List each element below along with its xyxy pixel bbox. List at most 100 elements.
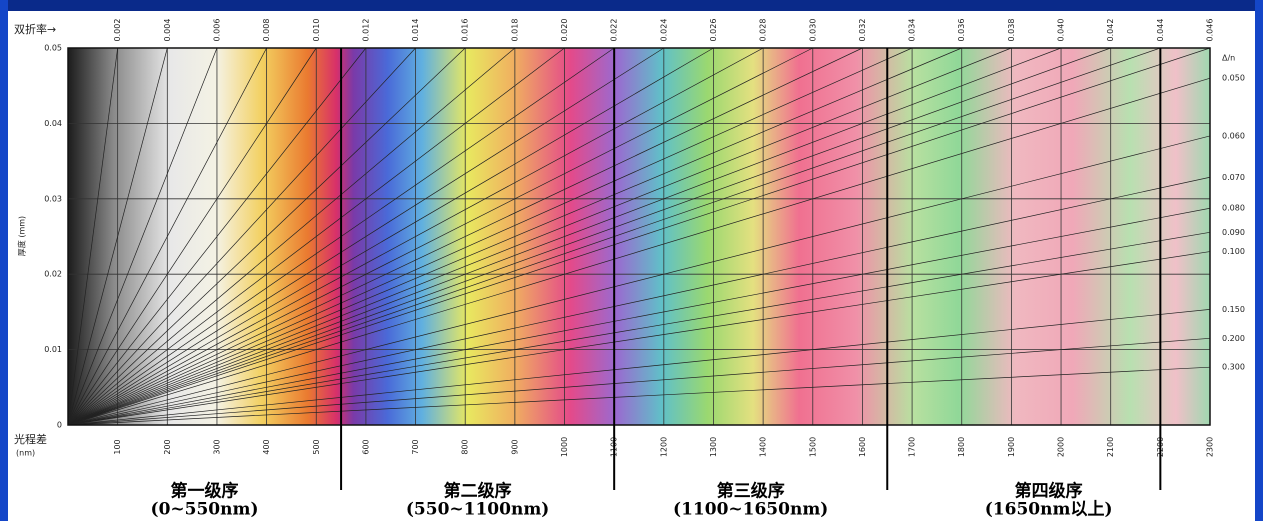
birefringence-line <box>67 176 1211 426</box>
birefringence-line <box>67 251 1211 426</box>
x-tick-label: 2000 <box>1057 437 1066 457</box>
plot-frame <box>67 47 1211 426</box>
birefringence-line <box>67 47 218 426</box>
top-tick-label: 0.016 <box>461 19 470 42</box>
y-tick-label: 0.02 <box>44 270 62 279</box>
birefringence-line <box>67 47 1012 426</box>
x-tick-label: 1700 <box>908 437 917 457</box>
right-border <box>1255 0 1263 521</box>
top-tick-label: 0.024 <box>659 19 668 42</box>
birefringence-line <box>67 366 1211 426</box>
right-tick-label: 0.300 <box>1222 363 1245 372</box>
x-tick-label: 1500 <box>808 437 817 457</box>
right-tick-label: 0.100 <box>1222 247 1245 256</box>
order-range: (0~550nm) <box>151 500 259 520</box>
top-tick-label: 0.030 <box>808 19 817 42</box>
birefringence-line <box>67 47 764 426</box>
birefringence-line <box>67 47 1111 426</box>
top-tick-label: 0.042 <box>1106 19 1115 42</box>
birefringence-line <box>67 47 962 426</box>
top-tick-label: 0.006 <box>212 19 221 42</box>
birefringence-line <box>67 47 1062 426</box>
birefringence-line <box>67 47 168 426</box>
top-axis-label: 双折率→ <box>14 22 56 36</box>
order-name: 第三级序 <box>717 481 785 502</box>
x-tick-label: 100 <box>113 439 122 454</box>
left-axis-label: 厚度 (mm) <box>17 216 27 256</box>
top-tick-label: 0.040 <box>1057 19 1066 42</box>
x-tick-label: 1900 <box>1007 437 1016 457</box>
x-tick-label: 300 <box>212 439 221 454</box>
top-tick-label: 0.046 <box>1206 19 1215 42</box>
top-tick-label: 0.026 <box>709 19 718 42</box>
x-tick-label: 800 <box>461 439 470 454</box>
birefringence-line <box>67 207 1211 426</box>
right-tick-label: 0.060 <box>1222 131 1245 140</box>
top-tick-label: 0.002 <box>113 19 122 42</box>
y-tick-label: 0.03 <box>44 194 62 203</box>
birefringence-line <box>67 47 516 426</box>
top-tick-label: 0.008 <box>262 19 271 42</box>
bottom-axis-unit: (nm) <box>16 449 35 458</box>
top-tick-label: 0.038 <box>1007 19 1016 42</box>
order-name: 第四级序 <box>1015 481 1083 502</box>
top-tick-label: 0.018 <box>510 19 519 42</box>
order-name: 第二级序 <box>444 481 512 502</box>
top-tick-label: 0.032 <box>858 19 867 42</box>
birefringence-line <box>67 47 913 426</box>
birefringence-line <box>67 47 863 426</box>
x-tick-label: 200 <box>163 439 172 454</box>
top-tick-label: 0.012 <box>361 19 370 42</box>
x-tick-label: 1200 <box>659 437 668 457</box>
x-tick-label: 1000 <box>560 437 569 457</box>
birefringence-line <box>67 309 1211 426</box>
right-tick-label: 0.090 <box>1222 228 1245 237</box>
order-name: 第一级序 <box>171 481 239 502</box>
birefringence-line <box>67 47 565 426</box>
right-tick-label: 0.050 <box>1222 74 1245 83</box>
top-tick-label: 0.028 <box>759 19 768 42</box>
order-range: (550~1100nm) <box>406 500 549 520</box>
top-tick-label: 0.020 <box>560 19 569 42</box>
top-tick-label: 0.010 <box>312 19 321 42</box>
birefringence-line <box>67 337 1211 426</box>
top-tick-label: 0.034 <box>908 19 917 42</box>
order-range: (1100~1650nm) <box>673 500 828 520</box>
birefringence-line <box>67 47 665 426</box>
order-range: (1650nm以上) <box>985 500 1113 520</box>
y-tick-label: 0.04 <box>44 119 62 128</box>
birefringence-line <box>67 47 267 426</box>
right-axis-label: Δ/n <box>1222 54 1235 63</box>
x-tick-label: 600 <box>361 439 370 454</box>
birefringence-line <box>67 47 813 426</box>
birefringence-line <box>67 47 714 426</box>
left-border <box>0 0 8 521</box>
x-tick-label: 1800 <box>957 437 966 457</box>
birefringence-line <box>67 47 317 426</box>
birefringence-line <box>67 231 1211 426</box>
top-tick-label: 0.004 <box>163 19 172 42</box>
top-bar <box>0 0 1263 11</box>
x-tick-label: 500 <box>312 439 321 454</box>
top-tick-label: 0.022 <box>610 19 619 42</box>
x-tick-label: 400 <box>262 439 271 454</box>
right-tick-label: 0.150 <box>1222 305 1245 314</box>
birefringence-line <box>67 135 1211 426</box>
top-tick-label: 0.014 <box>411 19 420 42</box>
birefringence-line <box>67 47 1211 426</box>
x-tick-label: 700 <box>411 439 420 454</box>
birefringence-line <box>67 47 367 426</box>
x-tick-label: 2300 <box>1206 437 1215 457</box>
right-tick-label: 0.200 <box>1222 334 1245 343</box>
bottom-axis-label: 光程差 <box>14 432 47 446</box>
x-tick-label: 1400 <box>759 437 768 457</box>
birefringence-line <box>67 77 1211 426</box>
top-tick-label: 0.044 <box>1156 19 1165 42</box>
x-tick-label: 900 <box>510 439 519 454</box>
x-tick-label: 1600 <box>858 437 867 457</box>
x-tick-label: 1300 <box>709 437 718 457</box>
birefringence-line <box>67 47 466 426</box>
y-tick-label: 0 <box>57 421 62 430</box>
birefringence-line <box>67 47 118 426</box>
